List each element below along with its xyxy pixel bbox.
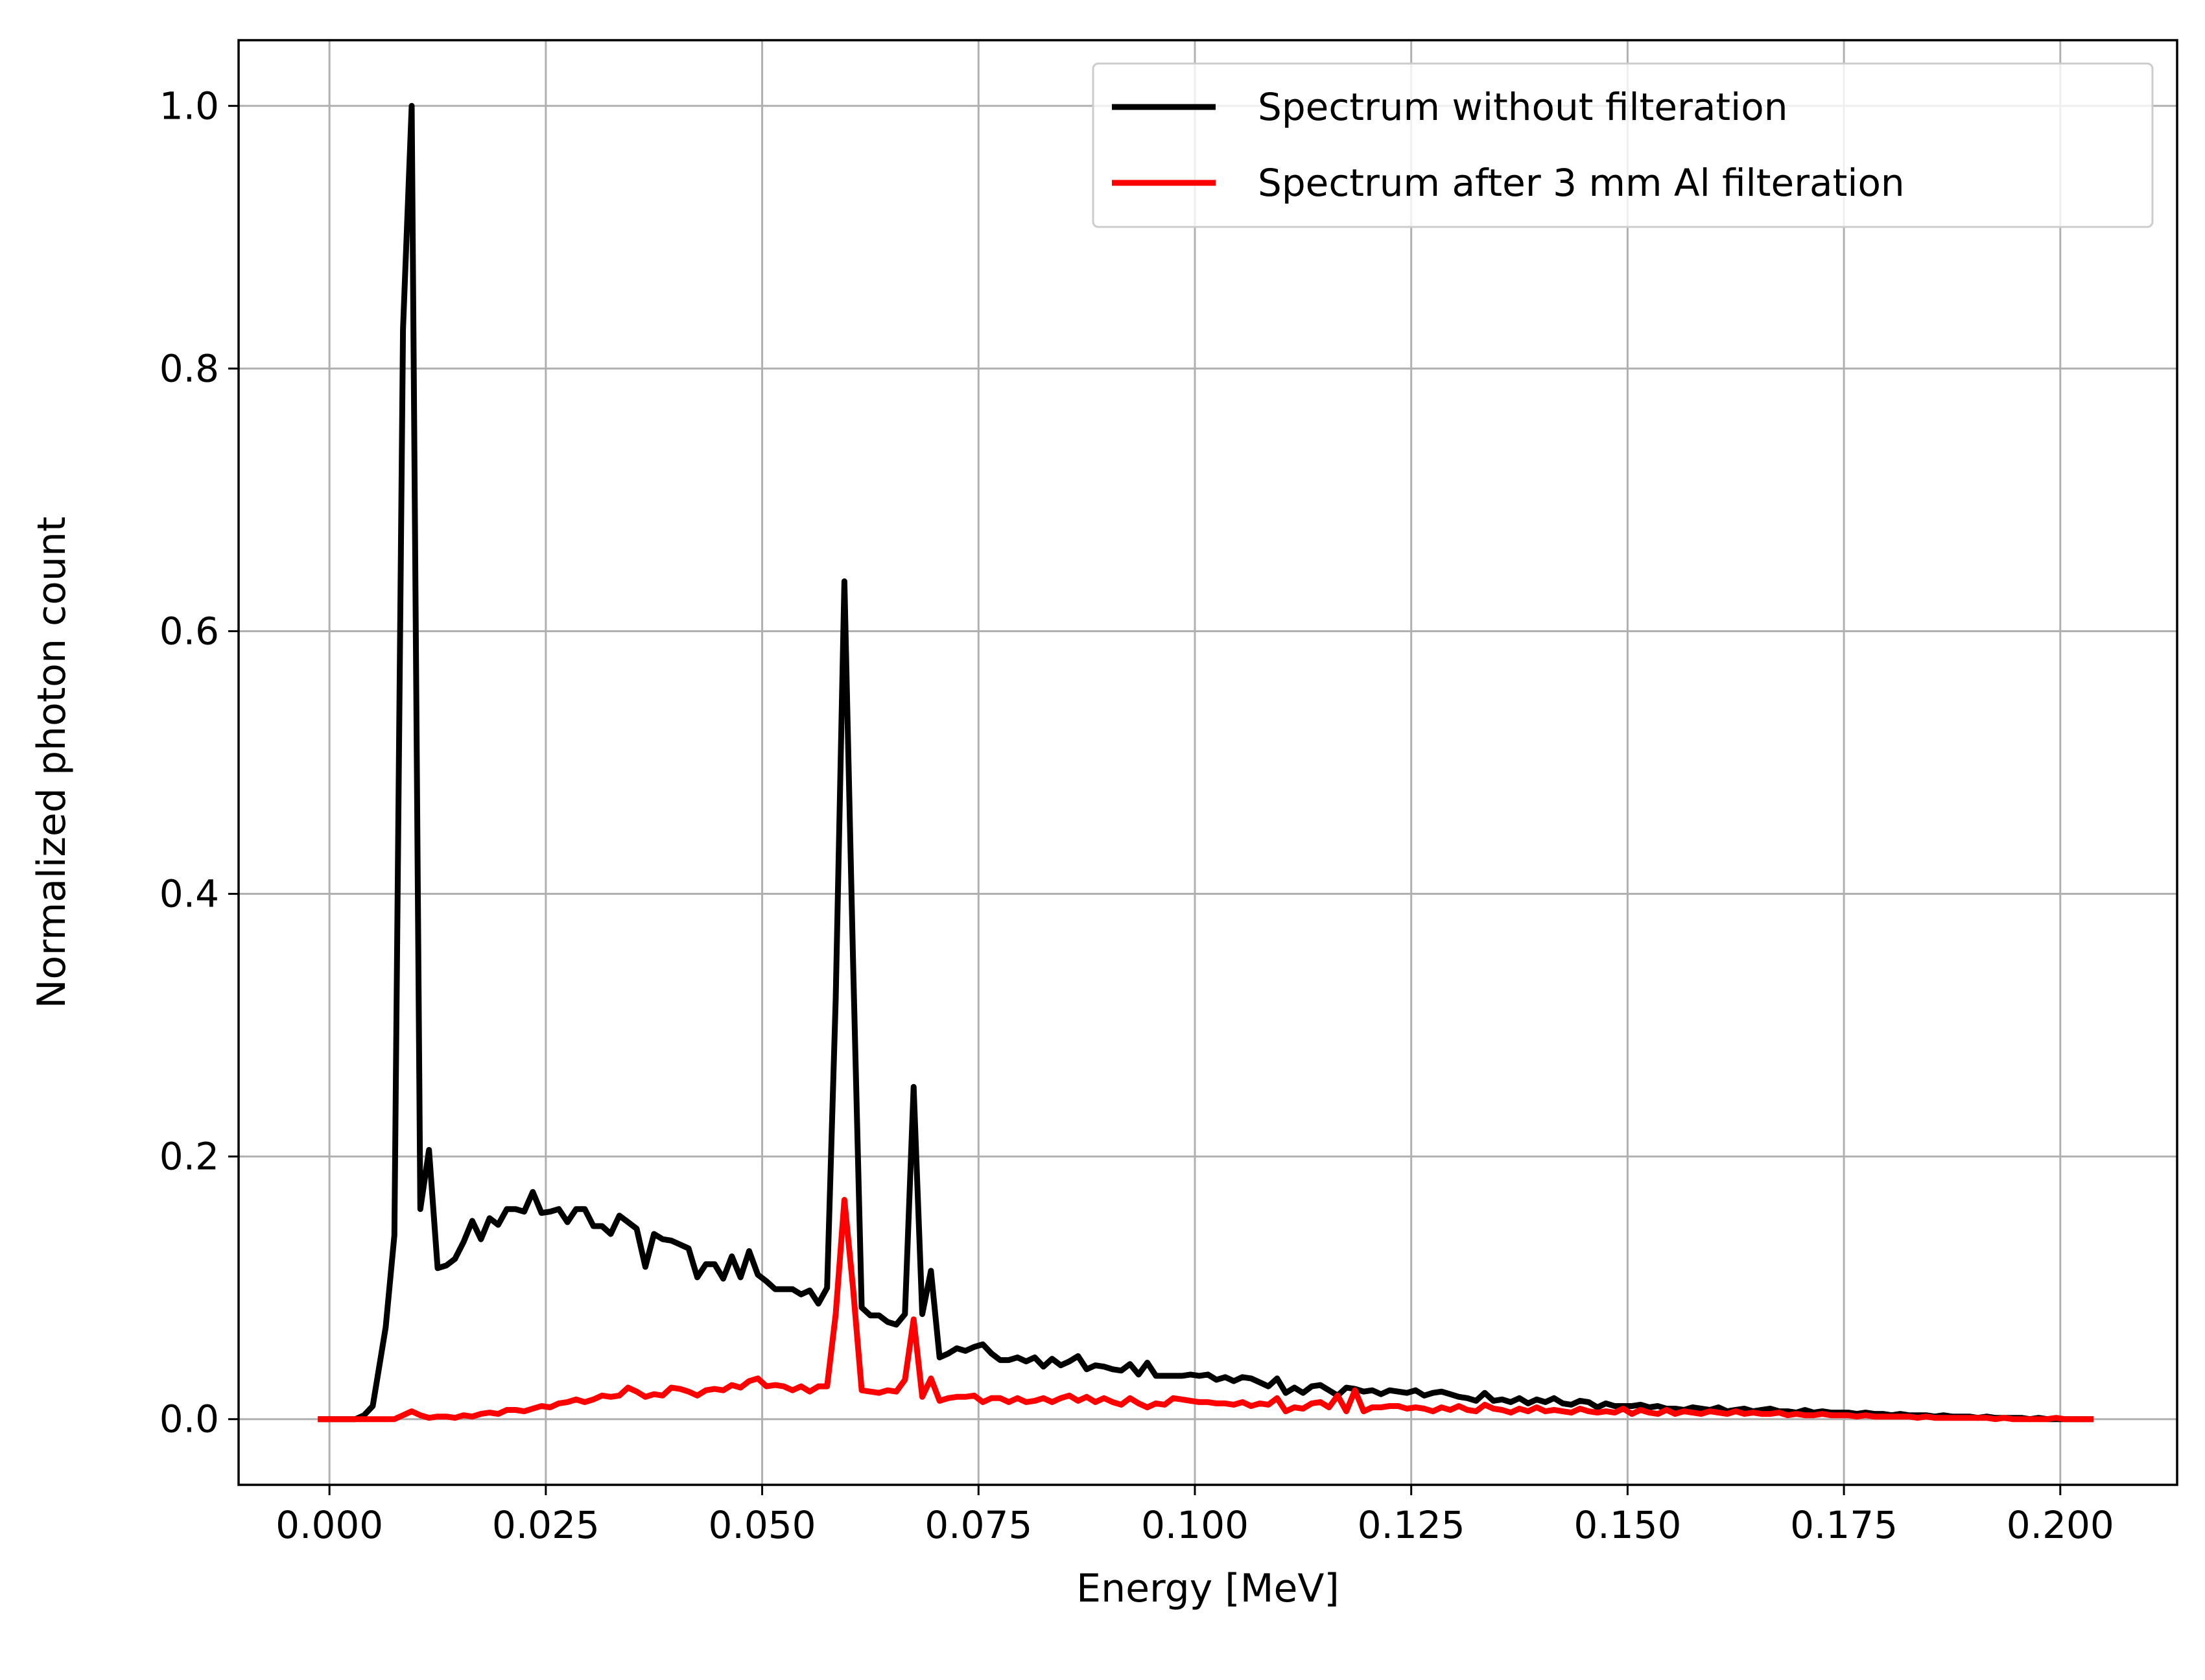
legend-entry-without-filteration: Spectrum without filteration: [1258, 85, 1788, 129]
grid-lines: [239, 40, 2177, 1485]
x-tick-label: 0.000: [276, 1503, 383, 1547]
series-lines: [318, 102, 2093, 1423]
x-tick-label: 0.075: [925, 1503, 1032, 1547]
x-tick-label: 0.175: [1790, 1503, 1898, 1547]
y-axis-ticks: 0.0 0.2 0.4 0.6 0.8 1.0: [159, 84, 239, 1441]
x-tick-label: 0.150: [1574, 1503, 1681, 1547]
x-axis-label: Energy [MeV]: [1076, 1566, 1339, 1611]
x-tick-label: 0.125: [1358, 1503, 1465, 1547]
y-tick-label: 0.8: [159, 346, 219, 390]
x-tick-label: 0.200: [2007, 1503, 2114, 1547]
legend-box: [1092, 62, 2154, 228]
x-axis-ticks: 0.000 0.025 0.050 0.075 0.100 0.125 0.150 0.175…: [276, 1485, 2114, 1547]
y-tick-label: 1.0: [159, 84, 219, 128]
y-tick-label: 0.0: [159, 1397, 219, 1441]
axes-frame: [237, 39, 2178, 1486]
y-tick-label: 0.6: [159, 609, 219, 653]
legend-entry-al-filteration: Spectrum after 3 mm Al filteration: [1258, 161, 1905, 205]
y-tick-label: 0.2: [159, 1135, 219, 1179]
y-axis-label: Normalized photon count: [29, 517, 75, 1009]
legend: Spectrum without filteration Spectrum af…: [1092, 62, 2154, 228]
x-tick-label: 0.025: [492, 1503, 600, 1547]
series-line-al-filteration: [318, 1197, 2093, 1423]
y-tick-label: 0.4: [159, 872, 219, 916]
x-tick-label: 0.100: [1141, 1503, 1249, 1547]
x-tick-label: 0.050: [709, 1503, 816, 1547]
